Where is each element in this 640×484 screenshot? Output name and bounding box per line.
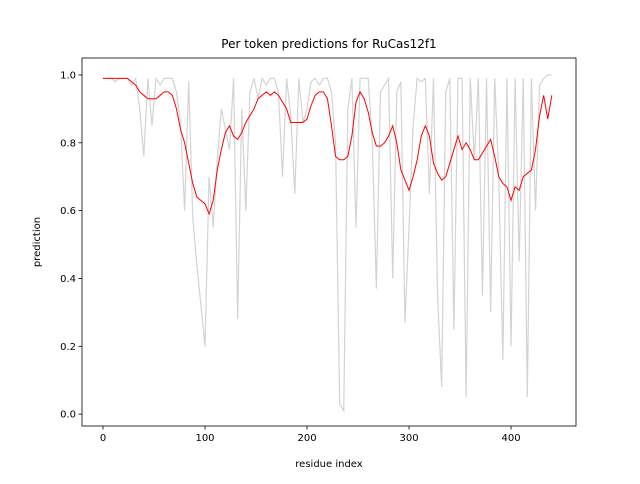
series-line bbox=[103, 77, 553, 216]
y-tick-label: 0.6 bbox=[60, 206, 76, 217]
plot-frame bbox=[81, 57, 577, 427]
x-axis-label: residue index bbox=[295, 459, 362, 470]
x-tick-label: 400 bbox=[501, 433, 520, 444]
chart-title: Per token predictions for RuCas12f1 bbox=[221, 37, 436, 51]
x-tick-label: 200 bbox=[297, 433, 316, 444]
x-tick-label: 0 bbox=[100, 433, 106, 444]
y-tick-label: 0.2 bbox=[60, 342, 76, 353]
x-tick-label: 100 bbox=[195, 433, 214, 444]
y-tick-label: 0.0 bbox=[60, 410, 76, 421]
y-axis-label: prediction bbox=[32, 217, 43, 267]
y-tick-label: 1.0 bbox=[60, 70, 76, 81]
x-tick-label: 300 bbox=[399, 433, 418, 444]
series-line bbox=[103, 74, 552, 413]
y-tick-label: 0.4 bbox=[60, 274, 76, 285]
y-tick-label: 0.8 bbox=[60, 138, 76, 149]
